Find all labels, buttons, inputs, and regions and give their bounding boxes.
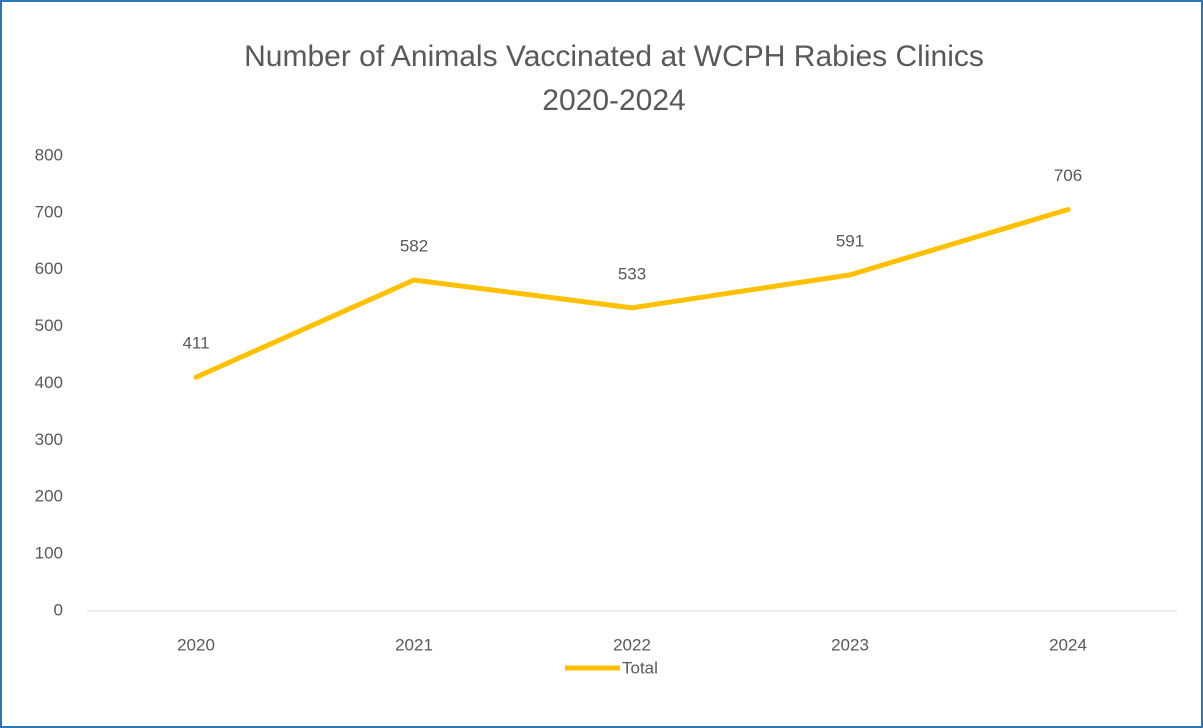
x-tick-label: 2022 (613, 635, 651, 654)
y-tick-label: 200 (35, 487, 63, 506)
y-tick-label: 500 (35, 316, 63, 335)
chart-title: 2020-2024 (542, 84, 685, 117)
y-tick-label: 600 (35, 259, 63, 278)
y-tick-label: 0 (54, 600, 63, 619)
y-tick-label: 100 (35, 544, 63, 563)
x-tick-label: 2020 (177, 635, 215, 654)
data-label: 411 (182, 334, 209, 353)
data-label: 582 (400, 236, 428, 255)
x-tick-label: 2021 (395, 635, 433, 654)
y-tick-label: 700 (35, 202, 63, 221)
y-tick-label: 800 (35, 145, 63, 164)
chart-title: Number of Animals Vaccinated at WCPH Rab… (244, 40, 984, 73)
data-label: 533 (618, 264, 646, 283)
x-tick-label: 2024 (1049, 635, 1087, 654)
y-tick-label: 300 (35, 430, 63, 449)
line-series (193, 206, 1071, 380)
data-label: 591 (836, 231, 864, 250)
y-tick-label: 400 (35, 373, 63, 392)
legend-label: Total (622, 658, 658, 677)
data-label: 706 (1054, 166, 1082, 185)
x-tick-label: 2023 (831, 635, 869, 654)
